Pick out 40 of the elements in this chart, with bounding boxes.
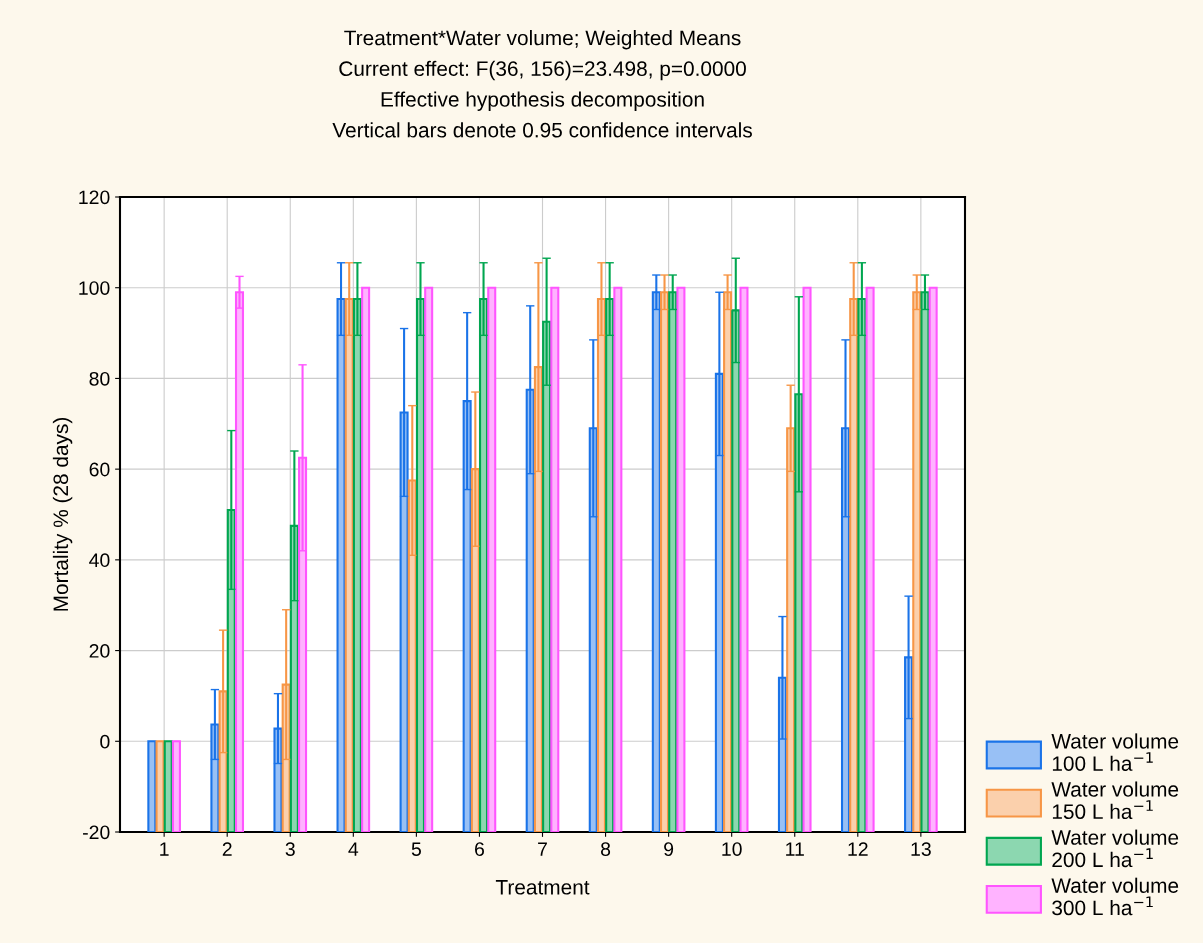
bar <box>676 286 686 832</box>
bar <box>865 286 875 832</box>
bar <box>361 286 371 832</box>
legend-label: Water volume 300 L ha$^{−1}$ <box>1051 877 1179 916</box>
y-tick-label: 80 <box>89 371 110 386</box>
y-tick-label: 60 <box>89 462 110 477</box>
x-tick-label: 12 <box>848 842 868 856</box>
x-tick-label: 5 <box>411 842 421 856</box>
bar <box>739 286 749 832</box>
bar <box>928 286 938 832</box>
y-tick-label: 120 <box>79 190 110 205</box>
y-tick-label: 100 <box>79 281 110 295</box>
chart-title: Treatment*Water volume; Weighted Means Current effect: F(36, 156)=23.498, p=0.0000 Effective hypothesis decomposition Vertical bars denote 0.95 confidence intervals <box>332 30 752 138</box>
x-tick-label: 4 <box>348 842 359 856</box>
x-tick-label: 10 <box>722 842 742 856</box>
x-tick-label: 11 <box>786 842 804 856</box>
bar <box>147 740 157 832</box>
x-axis-title: Treatment <box>495 880 590 895</box>
x-tick-label: 1 <box>160 842 169 856</box>
y-tick-label: 0 <box>100 734 110 749</box>
bar <box>802 286 812 832</box>
bar <box>613 286 623 832</box>
x-tick-label: 8 <box>601 842 611 856</box>
bar <box>550 286 560 832</box>
bar <box>171 740 181 832</box>
x-tick-label: 9 <box>664 842 674 856</box>
x-tick-label: 2 <box>222 842 232 856</box>
legend-label: Water volume 150 L ha$^{−1}$ <box>1051 781 1179 820</box>
x-tick-label: 3 <box>285 842 295 856</box>
legend-label: Water volume 100 L ha$^{−1}$ <box>1051 733 1179 771</box>
bar <box>424 286 434 832</box>
y-axis-title: Mortality % (28 days) <box>52 417 73 611</box>
y-tick-label: -20 <box>83 825 110 840</box>
x-tick-label: 6 <box>475 842 484 856</box>
legend-label: Water volume 200 L ha$^{−1}$ <box>1051 829 1179 868</box>
x-tick-label: 7 <box>538 842 547 856</box>
bar <box>487 286 497 832</box>
y-tick-label: 20 <box>89 644 110 658</box>
x-tick-label: 13 <box>911 842 931 856</box>
y-tick-label: 40 <box>89 553 110 568</box>
